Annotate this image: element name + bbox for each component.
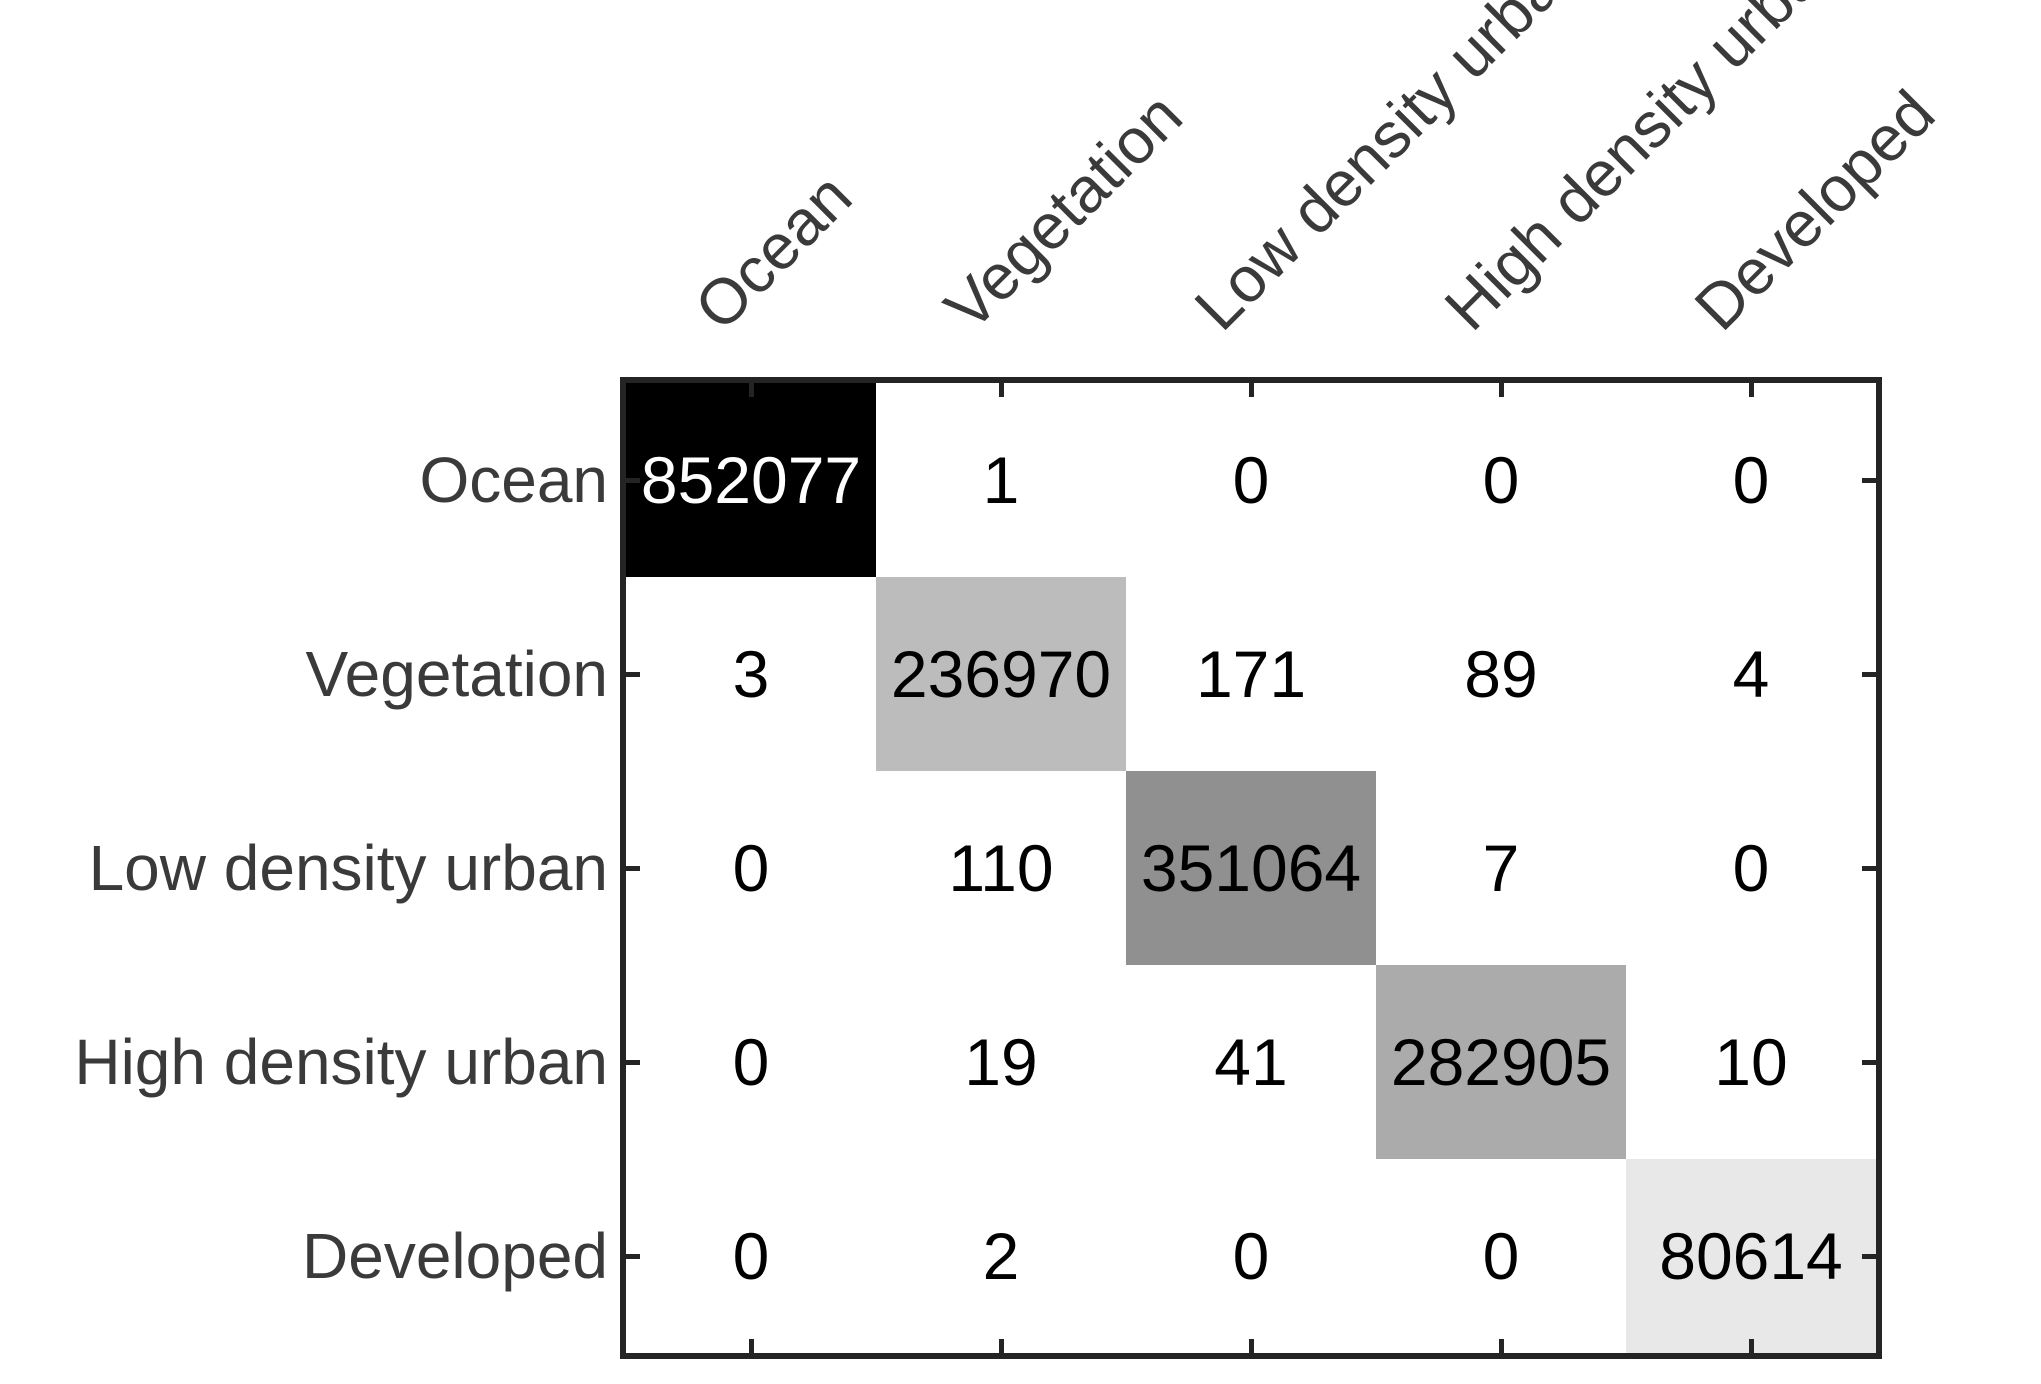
cell-value: 236970 [890, 637, 1112, 711]
cell-value: 10 [1714, 1025, 1788, 1099]
cell-value: 3 [732, 637, 770, 711]
matrix-cell: 7 [1376, 771, 1626, 965]
row-label: Ocean [419, 444, 608, 516]
tick-mark [1748, 383, 1754, 397]
matrix-cell: 0 [626, 1159, 876, 1353]
matrix-cell: 1 [876, 383, 1126, 577]
tick-mark [1748, 1339, 1754, 1353]
cell-value: 0 [1482, 443, 1520, 517]
tick-mark [1248, 383, 1254, 397]
cell-value: 2 [982, 1219, 1020, 1293]
tick-mark [1862, 865, 1876, 871]
tick-mark [1498, 383, 1504, 397]
matrix-cell: 0 [1376, 383, 1626, 577]
cell-value: 0 [1232, 443, 1270, 517]
matrix-cell: 0 [1376, 1159, 1626, 1353]
column-label-text: Vegetation [930, 79, 1196, 344]
cell-value: 282905 [1390, 1025, 1612, 1099]
tick-mark [626, 477, 640, 483]
tick-mark [1862, 477, 1876, 483]
matrix-cell: 4 [1626, 577, 1876, 771]
cell-value: 19 [964, 1025, 1038, 1099]
cell-value: 110 [948, 831, 1054, 905]
matrix-cell: 0 [1626, 383, 1876, 577]
row-label: Vegetation [305, 638, 609, 710]
tick-mark [748, 383, 754, 397]
tick-mark [626, 1253, 640, 1259]
cell-value: 0 [1732, 443, 1770, 517]
matrix-cell: 0 [1626, 771, 1876, 965]
cell-value: 0 [732, 1025, 770, 1099]
cell-value: 80614 [1659, 1219, 1843, 1293]
tick-mark [626, 865, 640, 871]
matrix-cell: 10 [1626, 965, 1876, 1159]
cell-value: 351064 [1140, 831, 1362, 905]
matrix-cell: 110 [876, 771, 1126, 965]
tick-mark [1862, 1253, 1876, 1259]
tick-mark [626, 1059, 640, 1065]
tick-mark [748, 1339, 754, 1353]
matrix-cell: 0 [1126, 383, 1376, 577]
matrix-cell: 2 [876, 1159, 1126, 1353]
cell-value: 0 [1232, 1219, 1270, 1293]
matrix-cell: 351064 [1126, 771, 1376, 965]
row-label: High density urban [74, 1026, 608, 1098]
cell-value: 0 [732, 831, 770, 905]
matrix-cell: 0 [1126, 1159, 1376, 1353]
matrix-cell: 0 [626, 771, 876, 965]
row-label: Developed [302, 1220, 608, 1292]
matrix-cell: 19 [876, 965, 1126, 1159]
matrix-cell: 3 [626, 577, 876, 771]
cell-value: 0 [1482, 1219, 1520, 1293]
matrix-cell: 0 [626, 965, 876, 1159]
matrix-cell: 282905 [1376, 965, 1626, 1159]
matrix-cell: 171 [1126, 577, 1376, 771]
cell-value: 7 [1482, 831, 1520, 905]
tick-mark [1862, 1059, 1876, 1065]
tick-mark [998, 383, 1004, 397]
matrix-cell: 41 [1126, 965, 1376, 1159]
cell-value: 0 [732, 1219, 770, 1293]
tick-mark [626, 671, 640, 677]
cell-value: 4 [1732, 637, 1770, 711]
cell-value: 89 [1464, 637, 1538, 711]
column-label-text: Ocean [680, 159, 866, 344]
cell-value: 1 [982, 443, 1020, 517]
cell-value: 0 [1732, 831, 1770, 905]
tick-mark [1248, 1339, 1254, 1353]
cell-value: 41 [1214, 1025, 1288, 1099]
matrix-cell: 80614 [1626, 1159, 1876, 1353]
matrix-cell: 852077 [626, 383, 876, 577]
tick-mark [1498, 1339, 1504, 1353]
tick-mark [1862, 671, 1876, 677]
column-label-text: Developed [1680, 76, 1949, 344]
matrix-cell: 89 [1376, 577, 1626, 771]
tick-mark [998, 1339, 1004, 1353]
cell-value: 852077 [640, 443, 862, 517]
row-label: Low density urban [88, 832, 608, 904]
matrix-cell: 236970 [876, 577, 1126, 771]
cell-value: 171 [1195, 637, 1307, 711]
